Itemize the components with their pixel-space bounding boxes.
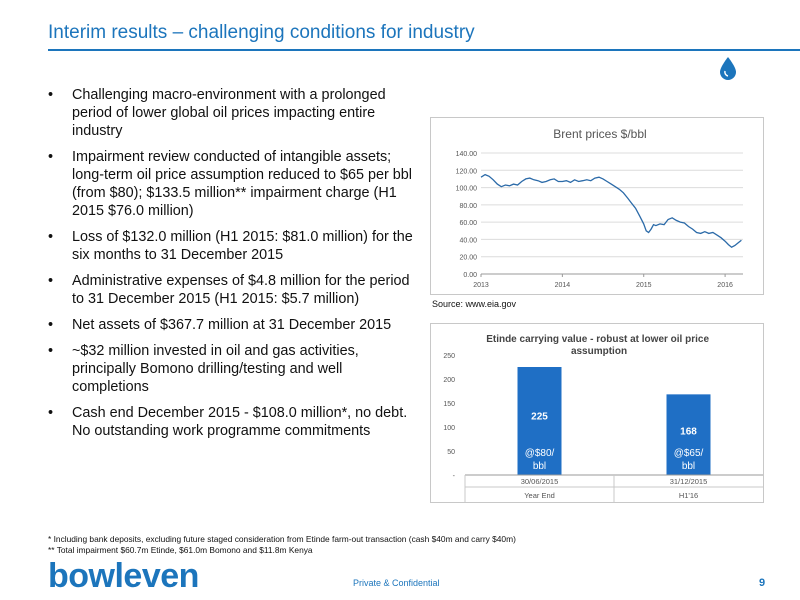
y-tick-label: 50 [447, 449, 455, 456]
chart-title-line-1: Etinde carrying value - robust at lower … [486, 334, 709, 345]
x-category-label: 31/12/2015 [670, 477, 708, 486]
page-title: Interim results – challenging conditions… [48, 22, 475, 43]
y-tick-label: 120.00 [456, 168, 478, 175]
bullet-item: Cash end December 2015 - $108.0 million*… [44, 404, 422, 440]
x-tick-label: 2016 [717, 282, 733, 289]
y-tick-label: 140.00 [456, 151, 478, 158]
bar-price-label: bbl [533, 461, 546, 472]
results-bullet-list: Challenging macro-environment with a pro… [44, 86, 422, 448]
y-tick-label: 200 [443, 377, 455, 384]
x-category-label: 30/06/2015 [521, 477, 559, 486]
value-bar [517, 367, 562, 475]
confidential-label: Private & Confidential [353, 578, 440, 588]
brent-chart-frame: Brent prices $/bbl 0.00 20.00 40.00 60.00 80… [430, 117, 764, 295]
y-tick-label: 0.00 [463, 272, 477, 279]
y-tick-label: 100 [443, 425, 455, 432]
brent-price-chart: Brent prices $/bbl 0.00 20.00 40.00 60.00 80… [456, 127, 743, 289]
bullet-item: Administrative expenses of $4.8 million … [44, 272, 422, 308]
bar-price-label: bbl [682, 461, 695, 472]
title-rule [48, 49, 800, 51]
water-drop-icon [720, 57, 736, 80]
x-group-label: H1'16 [679, 491, 698, 500]
bar-price-label: @$80/ [525, 448, 555, 459]
x-tick-label: 2013 [473, 282, 489, 289]
bullet-item: Impairment review conducted of intangibl… [44, 148, 422, 220]
source-note: Source: www.eia.gov [432, 299, 517, 309]
y-tick-label: 150 [443, 401, 455, 408]
y-tick-label: 80.00 [459, 203, 477, 210]
etinde-carrying-value-chart: Etinde carrying value - robust at lower … [443, 334, 763, 502]
bullet-item: Loss of $132.0 million (H1 2015: $81.0 m… [44, 228, 422, 264]
y-tick-label: 20.00 [459, 255, 477, 262]
page-number: 9 [759, 577, 766, 589]
chart-title: Brent prices $/bbl [553, 127, 646, 141]
y-tick-label: 250 [443, 353, 455, 360]
x-tick-label: 2014 [555, 282, 571, 289]
footnote: ** Total impairment $60.7m Etinde, $61.0… [48, 545, 313, 555]
etinde-chart-frame: Etinde carrying value - robust at lower … [430, 323, 764, 503]
chart-title: Etinde carrying value - robust at lower … [486, 334, 712, 357]
x-tick-label: 2015 [636, 282, 652, 289]
bullet-item: ~$32 million invested in oil and gas act… [44, 342, 422, 396]
bar-value-label: 225 [531, 412, 548, 423]
bowleven-logo: bowleven [48, 557, 199, 595]
x-group-label: Year End [524, 491, 555, 500]
value-bar [666, 394, 711, 475]
y-tick-label: 60.00 [459, 220, 477, 227]
bar-price-label: @$65/ [674, 448, 704, 459]
y-tick-label: 100.00 [456, 186, 478, 193]
y-tick-label: 40.00 [459, 237, 477, 244]
bar-value-label: 168 [680, 427, 697, 438]
bullet-item: Challenging macro-environment with a pro… [44, 86, 422, 140]
brent-price-line [480, 173, 742, 248]
chart-title-line-2: assumption [571, 346, 627, 357]
footnote: * Including bank deposits, excluding fut… [48, 534, 516, 544]
y-tick-label: - [453, 473, 456, 480]
bullet-item: Net assets of $367.7 million at 31 Decem… [44, 316, 422, 334]
footnotes: * Including bank deposits, excluding fut… [48, 534, 516, 556]
